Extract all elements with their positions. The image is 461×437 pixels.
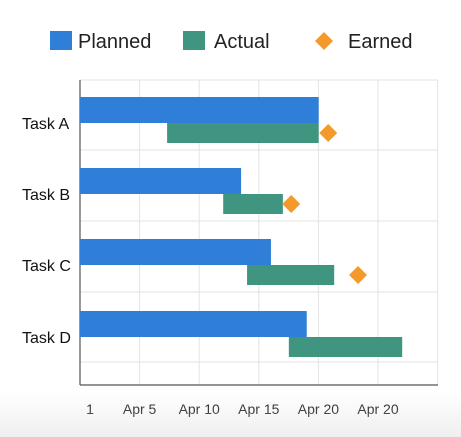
legend-label: Actual — [214, 31, 270, 53]
category-label: Task A — [22, 116, 69, 133]
earned-marker — [282, 195, 301, 213]
x-tick-label: Apr 5 — [123, 401, 157, 417]
actual-bar — [247, 265, 335, 285]
x-tick-label: Apr 20 — [298, 401, 339, 417]
markers — [282, 124, 368, 284]
actual-bar — [167, 123, 319, 143]
bars — [80, 97, 403, 357]
x-tick-label: Apr 10 — [179, 401, 220, 417]
legend-label: Planned — [78, 31, 151, 53]
legend-swatch — [315, 32, 333, 50]
legend: Planned Actual Earned — [50, 31, 413, 53]
category-label: Task B — [22, 187, 70, 204]
actual-bar — [223, 194, 283, 214]
x-tick-label: Apr 20 — [357, 401, 398, 417]
actual-bar — [288, 337, 403, 357]
earned-marker — [319, 124, 338, 142]
legend-swatch — [50, 31, 72, 50]
category-label: Task D — [22, 330, 71, 347]
earned-marker — [349, 266, 368, 284]
legend-swatch — [183, 31, 205, 50]
x-tick-label: Apr 15 — [238, 401, 279, 417]
planned-bar — [80, 168, 242, 194]
tick-labels: 1 Apr 5 Apr 10 Apr 15 Apr 20 Apr 20 — [86, 401, 399, 417]
planned-bar — [80, 239, 271, 265]
category-labels: Task A Task B Task C Task D — [22, 116, 71, 347]
category-label: Task C — [22, 258, 71, 275]
x-tick-label: 1 — [86, 401, 94, 417]
legend-label: Earned — [348, 31, 413, 53]
planned-bar — [80, 97, 319, 123]
planned-bar — [80, 311, 307, 337]
